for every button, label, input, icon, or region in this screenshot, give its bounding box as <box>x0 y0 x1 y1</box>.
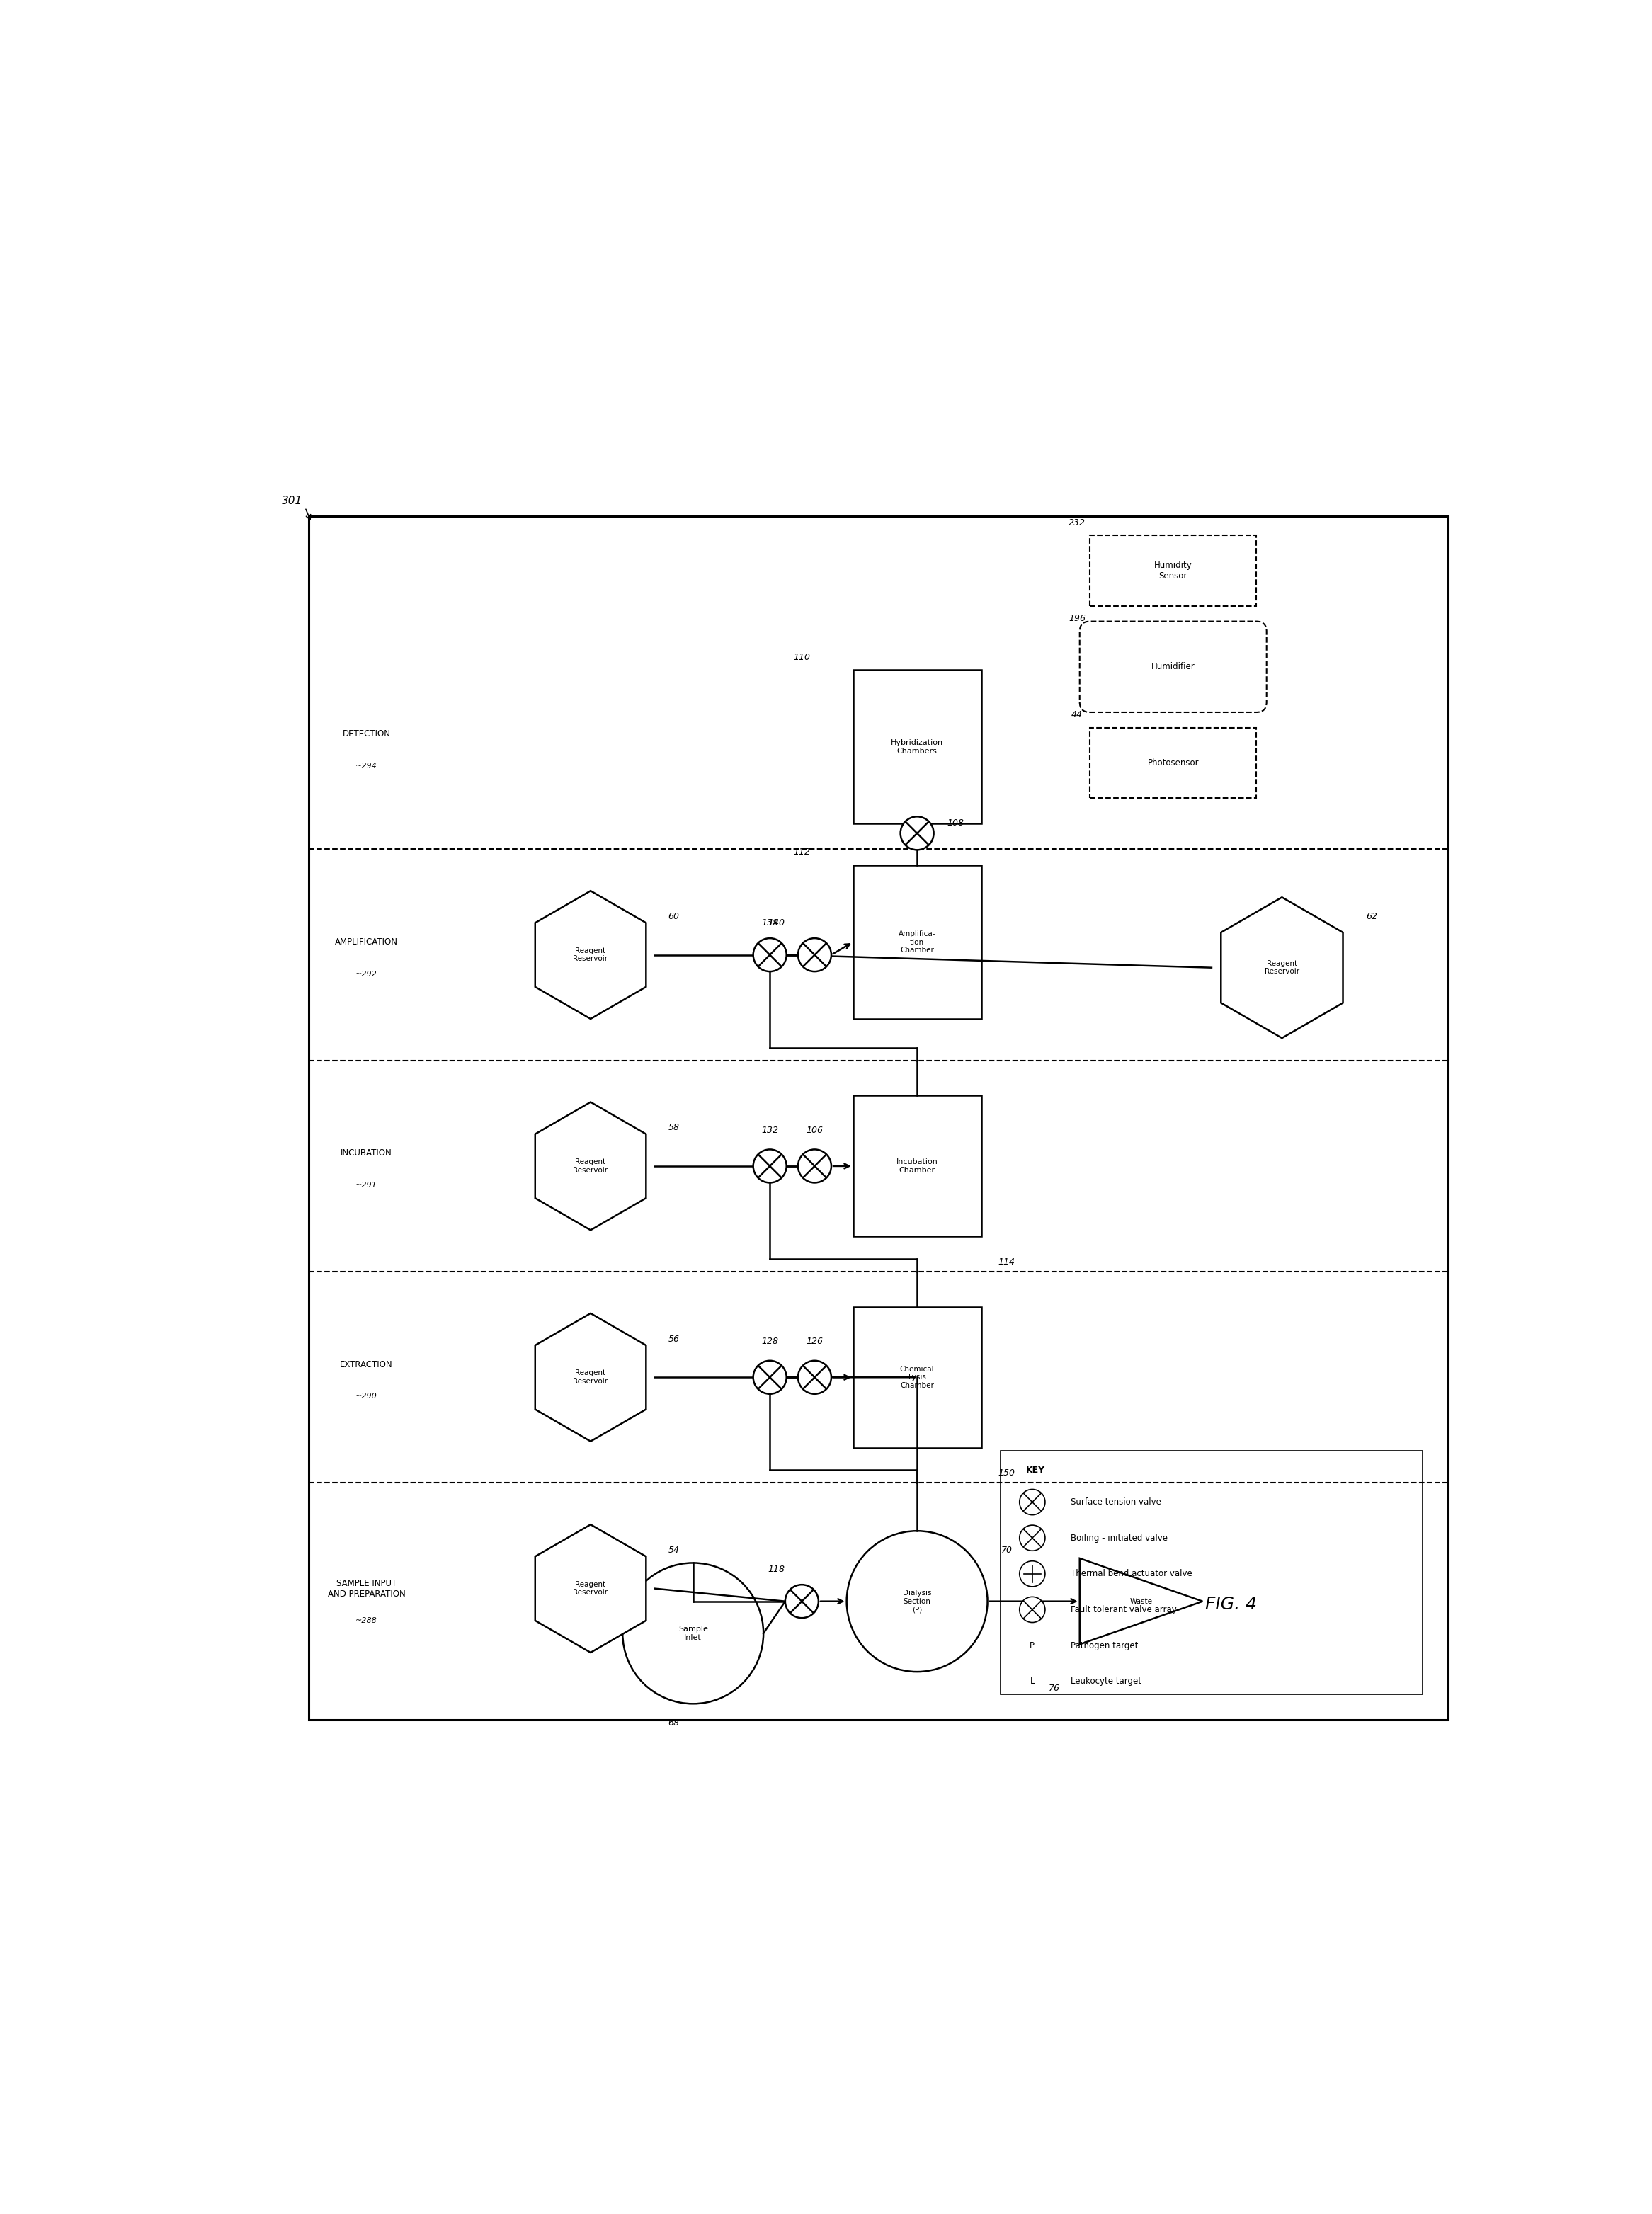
Text: 128: 128 <box>762 1337 778 1346</box>
Polygon shape <box>535 890 646 1018</box>
Text: Photosensor: Photosensor <box>1148 757 1199 768</box>
Text: 56: 56 <box>667 1335 679 1344</box>
Circle shape <box>798 1149 831 1182</box>
Text: 110: 110 <box>793 653 811 662</box>
Text: Waste: Waste <box>1130 1599 1153 1605</box>
Text: 132: 132 <box>762 1125 778 1136</box>
Text: 196: 196 <box>1069 613 1085 624</box>
Text: 108: 108 <box>947 819 965 828</box>
Polygon shape <box>1080 1559 1203 1645</box>
Circle shape <box>1019 1561 1046 1587</box>
Text: 54: 54 <box>667 1545 679 1554</box>
Text: Pathogen target: Pathogen target <box>1070 1641 1138 1649</box>
Text: 58: 58 <box>667 1122 679 1131</box>
Text: 126: 126 <box>806 1337 823 1346</box>
Text: KEY: KEY <box>1026 1466 1046 1475</box>
Text: 150: 150 <box>998 1468 1016 1479</box>
FancyBboxPatch shape <box>1080 622 1267 713</box>
Text: Humidity
Sensor: Humidity Sensor <box>1155 560 1193 580</box>
Circle shape <box>753 1149 786 1182</box>
Text: Reagent
Reservoir: Reagent Reservoir <box>573 1158 608 1173</box>
Circle shape <box>1019 1596 1046 1623</box>
Polygon shape <box>535 1103 646 1231</box>
Text: Dialysis
Section
(P): Dialysis Section (P) <box>902 1590 932 1614</box>
Text: 112: 112 <box>793 848 811 857</box>
Text: 114: 114 <box>998 1258 1016 1266</box>
Circle shape <box>1019 1525 1046 1550</box>
FancyBboxPatch shape <box>852 671 981 824</box>
Text: 138: 138 <box>762 919 778 928</box>
Circle shape <box>785 1585 818 1618</box>
Text: ~290: ~290 <box>355 1393 377 1399</box>
Text: 44: 44 <box>1072 711 1082 720</box>
FancyBboxPatch shape <box>1090 536 1257 607</box>
Text: Leukocyte target: Leukocyte target <box>1070 1676 1142 1685</box>
Polygon shape <box>1221 897 1343 1038</box>
FancyBboxPatch shape <box>852 1096 981 1235</box>
Circle shape <box>798 1362 831 1395</box>
Text: AMPLIFICATION: AMPLIFICATION <box>335 937 398 948</box>
Circle shape <box>798 939 831 972</box>
Text: ~288: ~288 <box>355 1616 377 1625</box>
Text: 68: 68 <box>667 1718 679 1727</box>
Circle shape <box>1019 1490 1046 1514</box>
Text: 70: 70 <box>1001 1545 1013 1554</box>
Circle shape <box>753 939 786 972</box>
Text: Reagent
Reservoir: Reagent Reservoir <box>573 948 608 963</box>
Text: 232: 232 <box>1069 518 1085 527</box>
Polygon shape <box>535 1525 646 1652</box>
Text: Hybridization
Chambers: Hybridization Chambers <box>890 739 943 755</box>
Text: Thermal bend actuator valve: Thermal bend actuator valve <box>1070 1570 1193 1579</box>
Circle shape <box>753 1362 786 1395</box>
Text: Boiling - initiated valve: Boiling - initiated valve <box>1070 1534 1168 1543</box>
Text: DETECTION: DETECTION <box>342 728 390 739</box>
Text: Sample
Inlet: Sample Inlet <box>679 1625 707 1641</box>
FancyBboxPatch shape <box>1090 728 1257 797</box>
Text: FIG. 4: FIG. 4 <box>1204 1596 1257 1614</box>
Text: Reagent
Reservoir: Reagent Reservoir <box>573 1581 608 1596</box>
Text: Reagent
Reservoir: Reagent Reservoir <box>1264 961 1300 976</box>
FancyBboxPatch shape <box>1001 1450 1422 1694</box>
Text: Chemical
Lysis
Chamber: Chemical Lysis Chamber <box>900 1366 935 1388</box>
Text: Humidifier: Humidifier <box>1151 662 1194 671</box>
Text: Surface tension valve: Surface tension valve <box>1070 1497 1161 1508</box>
Text: 62: 62 <box>1366 912 1378 921</box>
Text: ~294: ~294 <box>355 762 377 770</box>
FancyBboxPatch shape <box>309 516 1449 1720</box>
Text: 60: 60 <box>667 912 679 921</box>
Text: 118: 118 <box>768 1565 785 1574</box>
Text: 76: 76 <box>1049 1685 1059 1694</box>
Text: Incubation
Chamber: Incubation Chamber <box>897 1158 938 1173</box>
FancyBboxPatch shape <box>852 866 981 1018</box>
Text: 106: 106 <box>806 1125 823 1136</box>
Text: SAMPLE INPUT
AND PREPARATION: SAMPLE INPUT AND PREPARATION <box>327 1579 405 1599</box>
Circle shape <box>623 1563 763 1705</box>
Text: Amplifica-
tion
Chamber: Amplifica- tion Chamber <box>899 930 935 954</box>
Text: ~291: ~291 <box>355 1182 377 1189</box>
Text: Fault tolerant valve array: Fault tolerant valve array <box>1070 1605 1176 1614</box>
Text: Reagent
Reservoir: Reagent Reservoir <box>573 1370 608 1386</box>
Text: P: P <box>1029 1641 1034 1649</box>
Text: 301: 301 <box>282 496 302 507</box>
Circle shape <box>900 817 933 850</box>
Text: EXTRACTION: EXTRACTION <box>340 1359 393 1368</box>
Text: ~292: ~292 <box>355 970 377 979</box>
Polygon shape <box>535 1313 646 1441</box>
Text: INCUBATION: INCUBATION <box>340 1149 392 1158</box>
Circle shape <box>847 1530 988 1672</box>
FancyBboxPatch shape <box>852 1306 981 1448</box>
Text: 140: 140 <box>768 919 785 928</box>
Text: L: L <box>1029 1676 1034 1685</box>
